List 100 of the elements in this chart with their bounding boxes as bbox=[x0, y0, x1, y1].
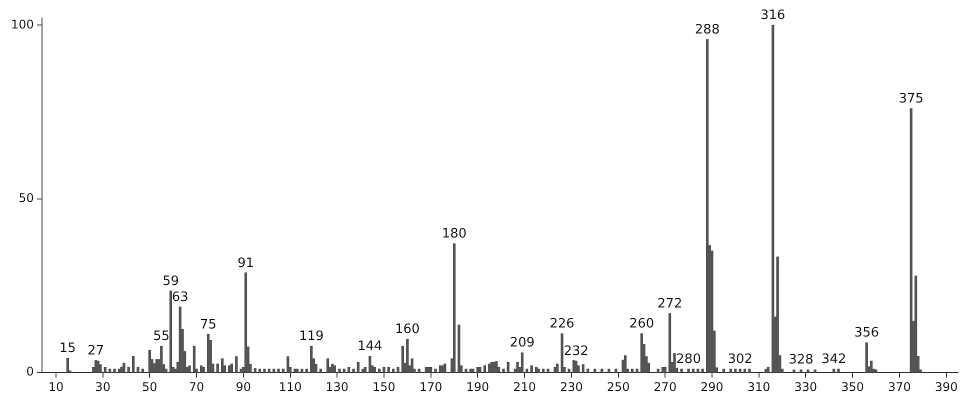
bar bbox=[268, 368, 270, 372]
bar bbox=[368, 356, 372, 372]
bar bbox=[556, 364, 559, 372]
bar bbox=[352, 368, 355, 372]
bar bbox=[356, 362, 360, 372]
x-tick-label: 370 bbox=[888, 380, 911, 394]
bar bbox=[478, 367, 482, 372]
bar bbox=[766, 367, 770, 372]
bar bbox=[495, 361, 498, 372]
bar bbox=[534, 367, 538, 372]
annotation: 288 bbox=[694, 22, 720, 38]
bar bbox=[434, 368, 437, 372]
bar bbox=[108, 368, 112, 372]
bar bbox=[516, 362, 519, 372]
bar bbox=[608, 368, 610, 372]
x-tick-label: 290 bbox=[700, 380, 724, 394]
annotation: 144 bbox=[358, 339, 382, 354]
bar bbox=[865, 342, 868, 372]
bar bbox=[600, 368, 604, 372]
bar bbox=[430, 367, 432, 372]
bar bbox=[132, 356, 135, 372]
annotation: 27 bbox=[88, 343, 104, 358]
bar bbox=[244, 272, 248, 372]
bar bbox=[160, 346, 163, 372]
bar bbox=[560, 333, 564, 372]
bar bbox=[526, 368, 528, 372]
annotation: 316 bbox=[760, 8, 786, 24]
bar bbox=[113, 368, 116, 372]
bar bbox=[333, 365, 336, 372]
bar bbox=[800, 369, 802, 372]
bar bbox=[743, 368, 746, 372]
y-tick-label: 100 bbox=[11, 17, 34, 32]
x-tick-label: 30 bbox=[95, 380, 110, 394]
bar bbox=[661, 367, 664, 372]
bar bbox=[734, 368, 737, 372]
bar bbox=[263, 368, 266, 372]
x-tick-label: 70 bbox=[188, 380, 204, 394]
bar bbox=[305, 368, 308, 372]
bar bbox=[814, 369, 816, 372]
x-tick-label: 50 bbox=[142, 380, 158, 394]
annotation: 160 bbox=[394, 322, 420, 338]
bar bbox=[577, 365, 580, 372]
bar bbox=[220, 358, 224, 372]
bar bbox=[664, 367, 666, 372]
annotation: 280 bbox=[676, 352, 701, 367]
bar bbox=[104, 367, 106, 372]
bar bbox=[706, 39, 709, 372]
bar bbox=[542, 368, 545, 372]
bar bbox=[164, 368, 168, 372]
bar bbox=[488, 364, 491, 372]
annotation: 119 bbox=[298, 329, 324, 344]
bar bbox=[692, 368, 695, 372]
bar bbox=[228, 365, 231, 372]
annotation: 226 bbox=[550, 316, 574, 332]
bar bbox=[406, 338, 409, 372]
x-tick-label: 230 bbox=[560, 380, 583, 394]
x-tick-label: 330 bbox=[794, 380, 818, 394]
bar bbox=[874, 369, 878, 372]
bar bbox=[418, 368, 420, 372]
bar bbox=[338, 368, 341, 372]
bar bbox=[748, 368, 751, 372]
bar bbox=[582, 364, 584, 372]
bar bbox=[687, 368, 690, 372]
x-tick-label: 350 bbox=[841, 380, 864, 394]
bar bbox=[235, 356, 238, 372]
bar bbox=[387, 367, 390, 372]
bar bbox=[631, 368, 634, 372]
bar bbox=[772, 24, 774, 372]
bar bbox=[300, 368, 304, 372]
bar bbox=[568, 368, 570, 372]
bar bbox=[348, 367, 350, 372]
bar bbox=[738, 368, 742, 372]
annotation: 75 bbox=[200, 317, 217, 332]
bar bbox=[837, 368, 840, 372]
x-tick-label: 150 bbox=[372, 380, 396, 394]
x-tick-label: 130 bbox=[326, 380, 349, 394]
annotation: 180 bbox=[442, 226, 467, 242]
x-tick-label: 390 bbox=[934, 380, 958, 394]
annotation: 302 bbox=[728, 352, 753, 367]
bar bbox=[914, 276, 918, 372]
bar bbox=[127, 367, 130, 372]
y-tick-label: 0 bbox=[26, 364, 34, 379]
bar bbox=[66, 358, 70, 372]
bar bbox=[258, 368, 262, 372]
bar bbox=[673, 353, 676, 372]
bar bbox=[636, 368, 638, 372]
x-tick-label: 10 bbox=[48, 380, 64, 394]
bar bbox=[614, 368, 618, 372]
annotation: 59 bbox=[162, 274, 180, 289]
bar bbox=[120, 366, 123, 372]
bar bbox=[656, 368, 660, 372]
bar bbox=[378, 368, 381, 372]
bar bbox=[364, 367, 367, 372]
bar bbox=[502, 368, 505, 372]
bar bbox=[254, 368, 256, 372]
annotation: 342 bbox=[821, 352, 846, 367]
bar bbox=[373, 367, 376, 372]
bar bbox=[546, 368, 550, 372]
bar bbox=[282, 368, 285, 372]
bar bbox=[572, 360, 576, 372]
